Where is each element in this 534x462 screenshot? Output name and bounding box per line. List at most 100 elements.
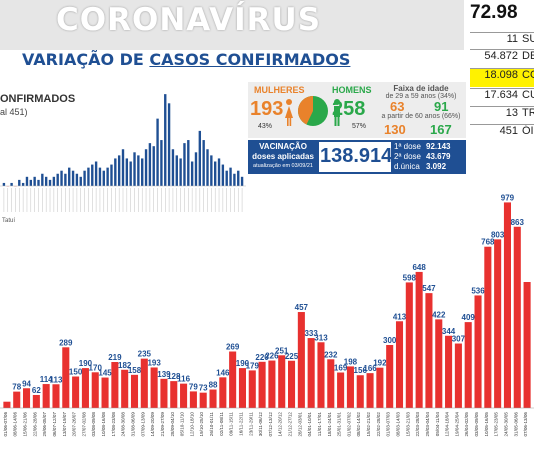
bar-value-label: 116 <box>177 375 190 384</box>
tick-label: 17/05-23/05 <box>494 412 499 437</box>
mini-bar <box>160 140 163 186</box>
bar <box>445 335 453 408</box>
mini-bar <box>164 94 167 187</box>
bar-value-label: 547 <box>422 284 436 293</box>
bar-value-label: 166 <box>363 364 377 373</box>
bar <box>130 374 139 408</box>
dose2-value: 43.679 <box>426 152 451 161</box>
mini-bar <box>198 130 202 187</box>
tick-label: 15/03-21/03 <box>405 412 410 437</box>
mini-bar <box>114 158 117 186</box>
bar-value-label: 113 <box>50 375 63 384</box>
bar-value-label: 182 <box>118 361 132 370</box>
mini-bar <box>187 140 190 186</box>
bar-value-label: 344 <box>442 327 456 336</box>
bar <box>238 368 246 408</box>
bar-value-label: 139 <box>157 370 171 379</box>
mini-bar <box>18 179 21 187</box>
bar-value-label: 62 <box>32 386 41 395</box>
totals-row-label: CU <box>522 89 534 101</box>
tick-label: 02/11-08/11 <box>219 412 224 436</box>
mini-bar <box>141 158 144 186</box>
bar-value-label: 193 <box>147 358 161 367</box>
tick-label: 08/03-14/03 <box>396 412 401 437</box>
totals-row-value: 13 <box>505 107 518 119</box>
tick-label: 12/04-18/04 <box>445 412 450 437</box>
bar <box>474 295 482 408</box>
tick-label: 26/10-01/11 <box>209 412 214 437</box>
gender-pie <box>285 96 340 126</box>
bar-value-label: 457 <box>295 303 309 312</box>
mini-bar <box>48 179 52 187</box>
mini-bar <box>110 164 113 186</box>
tick-label: 05/10-11/10 <box>180 412 185 437</box>
bar <box>405 282 413 408</box>
tick-label: 09/11-15/11 <box>229 412 234 436</box>
totals-row: 54.872 DES <box>470 49 534 68</box>
men-60plus: 167 <box>430 122 452 137</box>
mini-bar <box>221 164 225 186</box>
bar <box>229 351 237 408</box>
bar <box>395 321 404 408</box>
mini-bar <box>41 173 44 186</box>
bar-value-label: 198 <box>344 357 358 366</box>
mini-bar <box>87 167 90 187</box>
mini-bar <box>179 158 182 186</box>
bar <box>52 384 60 408</box>
bar <box>219 377 227 408</box>
bar-value-label: 598 <box>403 273 417 282</box>
vaccination-updated: atualização em 03/09/21 <box>253 163 313 169</box>
bar <box>435 319 443 408</box>
mini-bar <box>217 158 221 186</box>
bar-value-label: 422 <box>432 310 446 319</box>
bar-value-label: 73 <box>199 384 208 393</box>
bar-value-label: 156 <box>354 366 368 375</box>
tick-label: 13/07-19/07 <box>62 412 67 437</box>
women-label: MULHERES <box>254 85 305 95</box>
totals-row: 13 TR <box>470 106 534 125</box>
mini-bar <box>225 170 228 186</box>
gender-panel: MULHERES HOMENS 193 258 43% 57% <box>248 82 376 138</box>
tick-label: 07/06-13/06 <box>523 412 528 437</box>
tick-label: 24/05-30/05 <box>503 412 508 437</box>
totals-row: 17.634 CU <box>470 88 534 107</box>
bar-value-label: 225 <box>285 352 299 361</box>
bar-value-label: 88 <box>209 381 218 390</box>
bar <box>288 360 296 408</box>
bar <box>327 359 335 408</box>
bar <box>13 391 21 408</box>
mini-bar <box>214 161 217 186</box>
total-cases-value: 72.98 <box>470 2 518 23</box>
tick-label: 27/07-02/08 <box>81 412 86 437</box>
tick-label: 08/02-14/02 <box>356 412 361 437</box>
tick-label: 07/09-13/09 <box>140 412 145 437</box>
bar-value-label: 219 <box>108 353 122 362</box>
bar-value-label: 300 <box>383 336 397 345</box>
bar-value-label: 413 <box>393 312 407 321</box>
bar-value-label: 536 <box>471 286 485 295</box>
subtitle-prefix: VARIAÇÃO DE <box>22 50 144 69</box>
tick-label: 10/05-16/05 <box>484 412 489 437</box>
men-label: HOMENS <box>332 85 372 95</box>
bar <box>209 389 217 408</box>
tick-label: 31/08-06/09 <box>131 412 136 437</box>
woman-figure-icon <box>285 99 293 126</box>
tick-label: 17/08-23/08 <box>111 412 116 437</box>
tick-label: 21/09-27/09 <box>160 412 165 437</box>
totals-row-value: 11 <box>506 33 518 45</box>
bar-value-label: 235 <box>138 350 152 359</box>
bar <box>189 391 197 408</box>
header-banner <box>0 0 464 50</box>
bar-value-label: 190 <box>79 359 93 368</box>
bar-value-label: 409 <box>462 313 476 322</box>
bar-value-label: 179 <box>246 361 260 370</box>
bar <box>464 322 472 408</box>
mini-bar <box>60 170 63 186</box>
mini-bar <box>44 176 48 186</box>
tick-label: 01/06-07/06 <box>3 412 8 437</box>
bar <box>101 377 109 408</box>
mini-bar <box>56 173 59 186</box>
bar <box>346 366 354 408</box>
bar-value-label: 94 <box>22 379 31 388</box>
bar-value-label: 79 <box>189 382 198 391</box>
